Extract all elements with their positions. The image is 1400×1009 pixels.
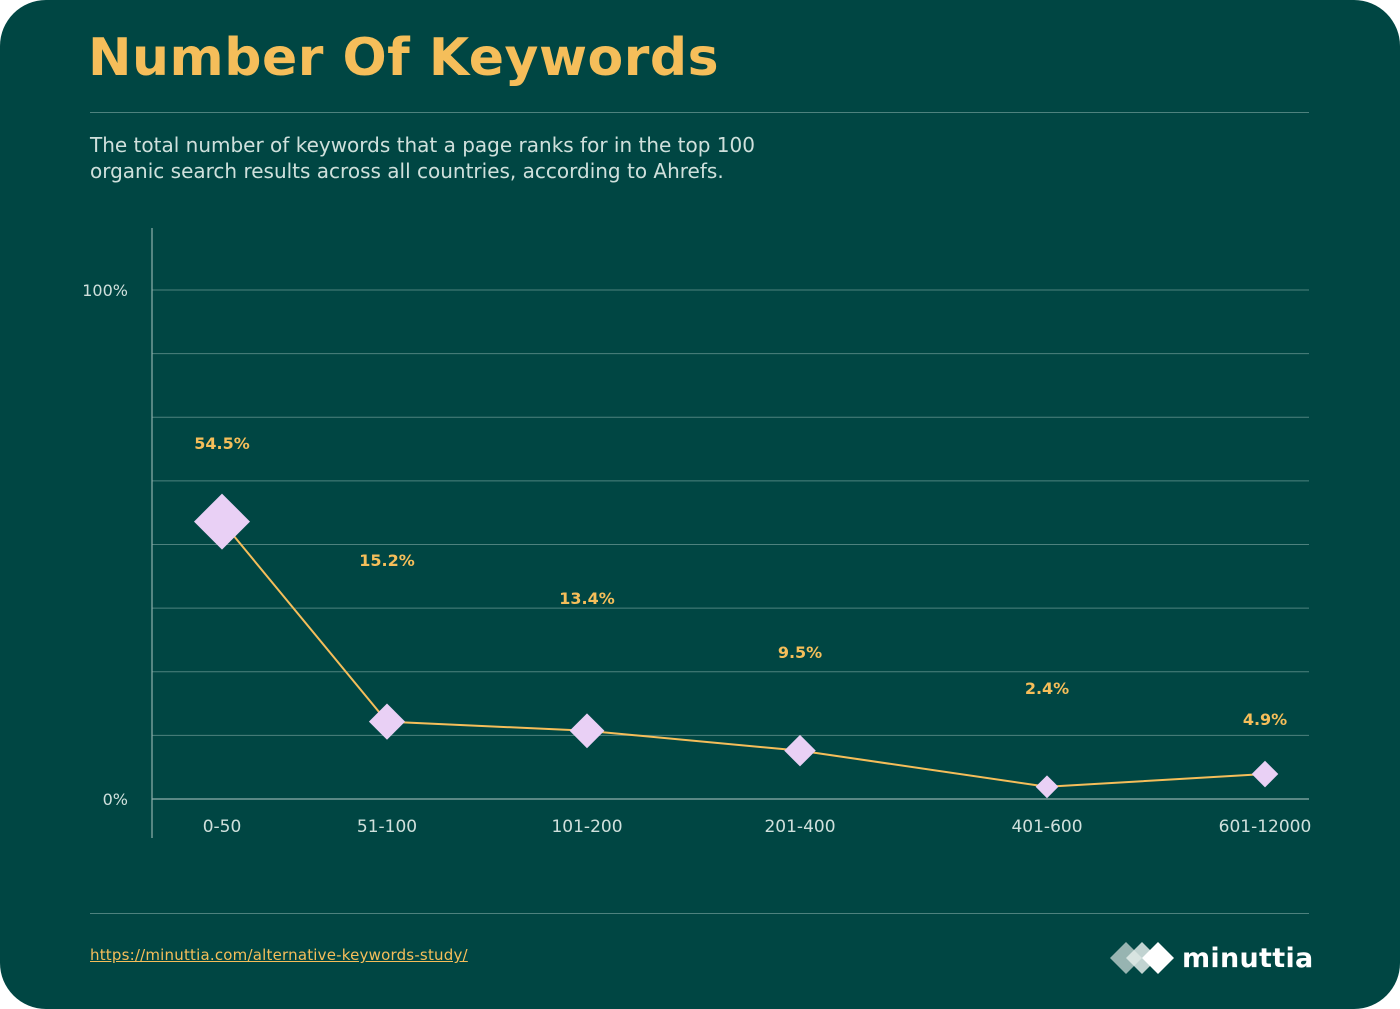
data-label: 4.9%: [1243, 710, 1287, 729]
x-tick-label: 51-100: [357, 817, 417, 837]
source-link[interactable]: https://minuttia.com/alternative-keyword…: [90, 946, 468, 964]
data-label: 2.4%: [1025, 679, 1069, 698]
subtitle-line-2: organic search results across all countr…: [90, 159, 724, 183]
x-tick-label: 401-600: [1011, 817, 1082, 837]
data-point-marker: [368, 703, 406, 740]
minuttia-logo-icon: [1110, 942, 1174, 974]
chart-subtitle: The total number of keywords that a page…: [90, 132, 850, 184]
data-point-marker: [1035, 775, 1059, 799]
data-point-marker: [1251, 760, 1279, 788]
x-tick-label: 601-12000: [1219, 817, 1312, 837]
footer-divider: [90, 913, 1309, 914]
x-tick-label: 0-50: [203, 817, 242, 837]
series-line: [221, 520, 1266, 788]
brand-logo: minuttia: [1110, 938, 1314, 978]
data-label: 15.2%: [359, 551, 415, 570]
data-label: 13.4%: [559, 589, 615, 608]
line-chart: 0% 100% 0-50 51-100 101-200 201-400 401-600 601…: [82, 228, 1312, 838]
x-tick-label: 201-400: [764, 817, 835, 837]
data-label: 54.5%: [194, 434, 250, 453]
y-tick-label: 100%: [82, 281, 128, 300]
title-divider: [90, 112, 1309, 113]
brand-name: minuttia: [1182, 942, 1314, 974]
chart-title: Number Of Keywords: [88, 28, 720, 88]
x-tick-label: 101-200: [551, 817, 622, 837]
data-point-marker: [194, 493, 250, 550]
subtitle-line-1: The total number of keywords that a page…: [90, 133, 755, 157]
data-point-marker: [569, 713, 605, 749]
data-point-marker: [784, 734, 816, 767]
y-tick-label: 0%: [103, 790, 128, 809]
data-label: 9.5%: [778, 643, 822, 662]
